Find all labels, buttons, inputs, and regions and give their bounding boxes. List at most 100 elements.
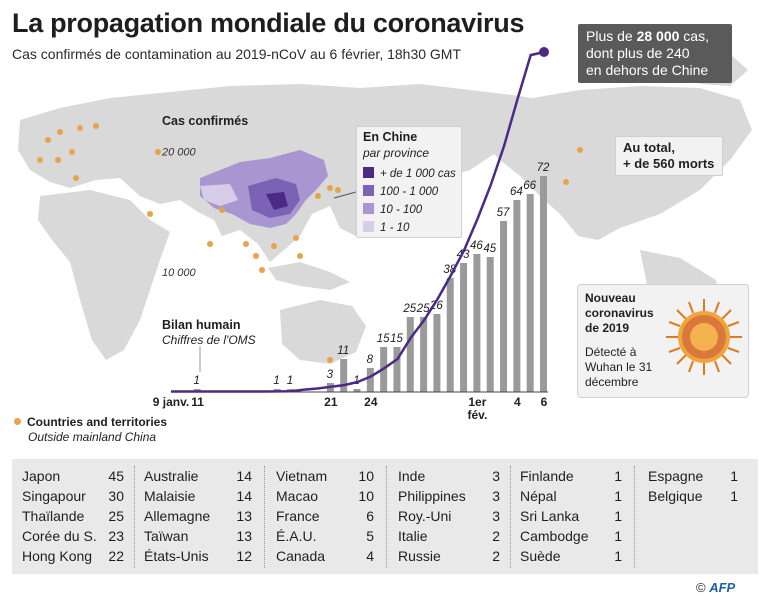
- country-count: 14: [236, 468, 252, 484]
- copyright-symbol: ©: [696, 580, 706, 595]
- country-count: 1: [730, 468, 738, 484]
- confirmed-cases-line: [171, 50, 545, 393]
- x-tick-label: 11: [191, 395, 204, 409]
- table-row: Thaïlande 25: [22, 506, 124, 526]
- country-count: 2: [492, 528, 500, 544]
- country-count: 1: [730, 488, 738, 504]
- legend-item-3: 10 - 100: [363, 203, 422, 216]
- legend-label: 100 - 1 000: [380, 186, 439, 198]
- table-column-3: Vietnam 10 Macao 10 France 6 É.A.U. 5 Canada…: [276, 466, 374, 566]
- death-bar: [500, 221, 508, 392]
- table-row: Népal 1: [520, 486, 622, 506]
- death-bar: [446, 278, 454, 392]
- country-count: 14: [236, 488, 252, 504]
- country-count: 1: [614, 488, 622, 504]
- y-tick-label: 10 000: [162, 267, 197, 279]
- death-bar-label: 64: [510, 186, 523, 198]
- legend-label: 1 - 10: [380, 222, 410, 234]
- legend-swatch: [363, 221, 374, 232]
- country-name: Philippines: [398, 488, 466, 504]
- country-name: Vietnam: [276, 468, 328, 484]
- death-bar-label: 45: [483, 243, 496, 255]
- bilan-title: Bilan humain: [162, 318, 241, 332]
- legend-swatch: [363, 203, 374, 214]
- country-name: Canada: [276, 548, 326, 564]
- table-row: Macao 10: [276, 486, 374, 506]
- x-tick-label: fév.: [467, 408, 487, 422]
- country-name: Cambodge: [520, 528, 589, 544]
- legend-item-4: 1 - 10: [363, 221, 409, 234]
- virus-description: Détecté à Wuhan le 31 décembre: [585, 345, 653, 389]
- page-subtitle: Cas confirmés de contamination au 2019-n…: [12, 46, 462, 62]
- page-title: La propagation mondiale du coronavirus: [12, 8, 525, 38]
- virus-title: Nouveau coronavirus de 2019: [585, 291, 654, 335]
- country-name: Macao: [276, 488, 319, 504]
- x-tick-label: 24: [364, 395, 378, 409]
- country-name: Sri Lanka: [520, 508, 580, 524]
- legend-item-1: + de 1 000 cas: [363, 167, 456, 180]
- country-name: Japon: [22, 468, 61, 484]
- table-row: Belgique 1: [648, 486, 738, 506]
- countries-legend: Countries and territories Outside mainla…: [14, 415, 167, 445]
- country-count: 2: [492, 548, 500, 564]
- country-count: 1: [614, 548, 622, 564]
- table-row: Malaisie 14: [144, 486, 252, 506]
- callout-bold-number: 28 000: [636, 28, 680, 44]
- legend-label: + de 1 000 cas: [380, 168, 456, 180]
- table-row: Hong Kong 22: [22, 546, 124, 566]
- country-count: 13: [236, 528, 252, 544]
- x-tick-label: 21: [324, 395, 338, 409]
- country-count: 5: [366, 528, 374, 544]
- table-row: Allemagne 13: [144, 506, 252, 526]
- table-row: Japon 45: [22, 466, 124, 486]
- country-name: Belgique: [648, 488, 703, 504]
- country-name: Corée du S.: [22, 528, 97, 544]
- column-divider: [634, 466, 635, 568]
- countries-legend-title: Countries and territories: [27, 415, 168, 429]
- death-bar-label: 57: [497, 207, 510, 219]
- country-name: É.A.U.: [276, 528, 317, 544]
- table-column-2: Australie 14 Malaisie 14 Allemagne 13 Taïwa…: [144, 466, 252, 566]
- country-count: 12: [236, 548, 252, 564]
- country-name: États-Unis: [144, 548, 209, 564]
- death-bar: [433, 314, 441, 392]
- callout-line3: en dehors de Chine: [586, 62, 709, 78]
- deaths-callout: Au total, + de 560 morts: [615, 136, 723, 176]
- death-bar-label: 15: [390, 333, 403, 345]
- death-bar: [366, 368, 374, 392]
- cases-callout: Plus de 28 000 cas, dont plus de 240 en …: [578, 24, 732, 83]
- table-column-1: Japon 45 Singapour 30 Thaïlande 25 Corée du…: [22, 466, 124, 566]
- china-legend-subtitle: par province: [363, 146, 430, 160]
- table-row: É.A.U. 5: [276, 526, 374, 546]
- death-bar: [340, 359, 348, 392]
- death-bar: [473, 254, 481, 392]
- confirmed-cases-endpoint: [539, 47, 549, 57]
- x-tick-label: 1er: [468, 395, 486, 409]
- country-name: Allemagne: [144, 508, 211, 524]
- table-row: Philippines 3: [398, 486, 500, 506]
- table-column-4: Inde 3 Philippines 3 Roy.-Uni 3 Italie 2 Rus…: [398, 466, 500, 566]
- country-name: Hong Kong: [22, 548, 93, 564]
- cases-axis-title: Cas confirmés: [162, 114, 249, 128]
- table-row: Australie 14: [144, 466, 252, 486]
- country-count: 22: [108, 548, 124, 564]
- callout-rest: cas,: [679, 28, 709, 44]
- death-bar: [406, 317, 414, 392]
- death-bar: [513, 200, 521, 392]
- country-name: Thaïlande: [22, 508, 85, 524]
- country-name: France: [276, 508, 320, 524]
- country-count: 30: [108, 488, 124, 504]
- deaths-line2: + de 560 morts: [623, 156, 715, 171]
- x-tick-label: 9 janv.: [153, 395, 189, 409]
- table-row: Vietnam 10: [276, 466, 374, 486]
- death-bar: [353, 389, 361, 392]
- legend-pointer: [333, 191, 357, 199]
- table-column-6: Espagne 1 Belgique 1: [648, 466, 738, 506]
- legend-item-2: 100 - 1 000: [363, 185, 438, 198]
- x-tick-label: 6: [541, 395, 548, 409]
- bilan-subtitle: Chiffres de l'OMS: [162, 333, 256, 347]
- country-name: Russie: [398, 548, 441, 564]
- china-provinces: [200, 150, 328, 228]
